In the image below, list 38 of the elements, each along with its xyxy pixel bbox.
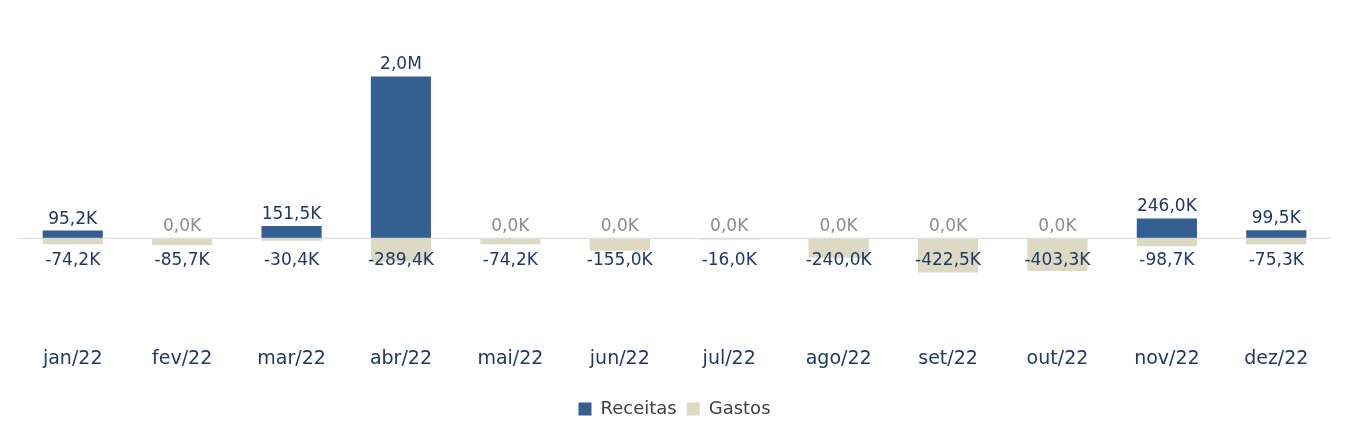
x-tick-label: out/22 — [1026, 345, 1089, 368]
data-label: -75,3K — [1248, 249, 1305, 270]
x-tick-label: nov/22 — [1134, 345, 1200, 368]
x-tick-label: jul/22 — [701, 345, 756, 368]
data-label: -403,3K — [1024, 249, 1092, 270]
x-tick-label: abr/22 — [369, 345, 433, 368]
x-tick-label: jun/22 — [588, 345, 650, 368]
data-label: -422,5K — [915, 249, 982, 270]
x-tick-label: dez/22 — [1244, 345, 1309, 368]
x-tick-label: set/22 — [918, 345, 978, 368]
data-label: 0,0K — [819, 215, 859, 236]
data-label: 0,0K — [491, 215, 531, 236]
data-label: 99,5K — [1251, 207, 1302, 228]
data-label: -98,7K — [1139, 249, 1196, 270]
legend-label: Receitas — [600, 396, 677, 418]
x-tick-label: mar/22 — [257, 345, 326, 368]
data-label: -16,0K — [701, 249, 758, 270]
data-label: 0,0K — [600, 215, 640, 236]
x-tick-label: jan/22 — [41, 345, 103, 368]
data-label: 151,5K — [261, 202, 323, 223]
data-label: 95,2K — [48, 207, 99, 228]
x-tick-label: fev/22 — [152, 345, 213, 368]
data-label: 0,0K — [710, 215, 750, 236]
legend-label: Gastos — [708, 396, 771, 418]
data-label: -30,4K — [263, 249, 320, 270]
data-label: -289,4K — [367, 249, 435, 270]
data-label: -74,2K — [45, 249, 102, 270]
x-tick-label: ago/22 — [805, 345, 872, 368]
data-label: 246,0K — [1136, 195, 1198, 216]
data-label: 2,0M — [380, 53, 422, 74]
data-label: 0,0K — [1038, 215, 1078, 236]
data-label: -85,7K — [154, 249, 211, 270]
data-label: -155,0K — [586, 249, 654, 270]
data-label: -74,2K — [482, 249, 539, 270]
data-label: 0,0K — [928, 215, 968, 236]
data-label: -240,0K — [805, 249, 873, 270]
x-tick-label: mai/22 — [477, 345, 544, 368]
data-label: 0,0K — [163, 215, 203, 236]
